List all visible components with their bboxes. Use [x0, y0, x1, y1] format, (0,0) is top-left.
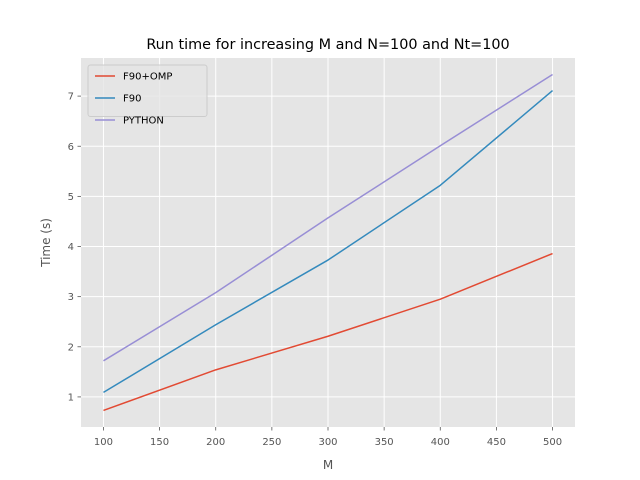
x-axis-ticks: 100 150 200 250 300 350 400 450 500	[94, 427, 562, 448]
y-tick-label: 4	[68, 242, 74, 253]
grid	[81, 58, 575, 427]
x-tick-label: 100	[94, 437, 113, 448]
x-tick-label: 350	[375, 437, 394, 448]
y-tick-label: 7	[68, 92, 74, 103]
x-tick-label: 400	[431, 437, 450, 448]
y-axis-label: Time (s)	[39, 218, 53, 268]
series-line-f90	[103, 90, 554, 394]
x-tick-label: 150	[150, 437, 169, 448]
x-tick-label: 450	[487, 437, 506, 448]
series-lines	[103, 73, 554, 412]
x-tick-label: 500	[543, 437, 562, 448]
series-line-python	[103, 73, 553, 362]
x-tick-label: 200	[206, 437, 225, 448]
legend-label: PYTHON	[123, 116, 164, 127]
series-line-f90-omp	[103, 252, 553, 412]
legend-label: F90	[123, 94, 141, 105]
x-axis-label: M	[323, 458, 333, 472]
legend-box	[87, 64, 208, 117]
y-axis-ticks: 1 2 3 4 5 6 7	[68, 92, 81, 404]
y-tick-label: 6	[68, 142, 74, 153]
y-tick-label: 5	[68, 192, 74, 203]
chart-title: Run time for increasing M and N=100 and …	[146, 37, 509, 53]
x-tick-label: 250	[262, 437, 281, 448]
legend: F90+OMP F90 PYTHON	[87, 64, 208, 127]
legend-label: F90+OMP	[123, 72, 172, 83]
y-tick-label: 2	[68, 342, 74, 353]
y-tick-label: 3	[68, 292, 74, 303]
x-tick-label: 300	[318, 437, 337, 448]
y-tick-label: 1	[68, 393, 74, 404]
